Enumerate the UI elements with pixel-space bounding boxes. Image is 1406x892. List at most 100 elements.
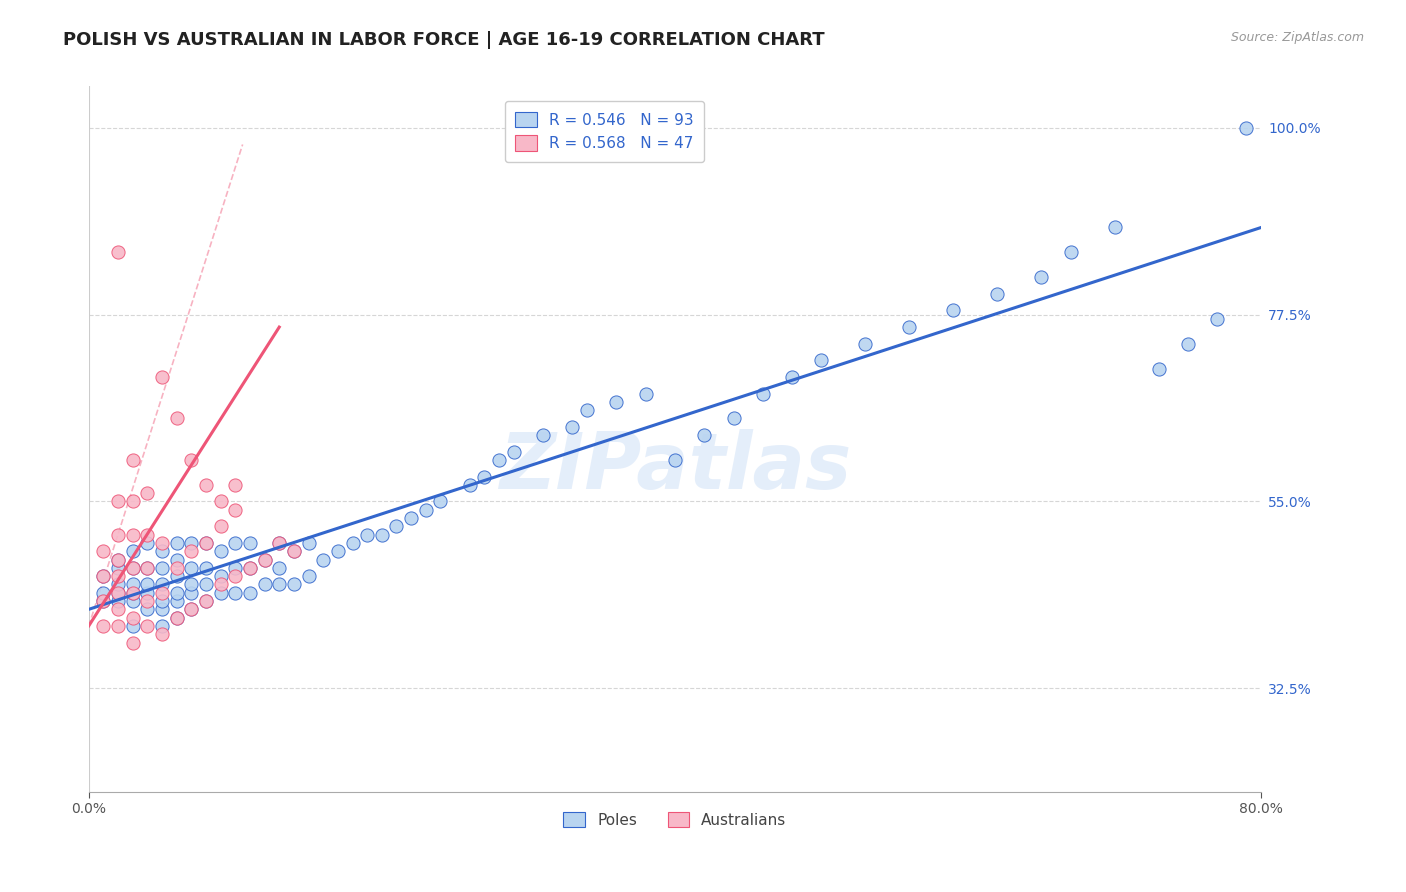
Point — [239, 536, 262, 550]
Point — [180, 453, 202, 467]
Point — [269, 561, 291, 575]
Point — [209, 569, 232, 583]
Point — [385, 519, 408, 533]
Point — [810, 353, 832, 368]
Point — [942, 303, 965, 318]
Point — [474, 469, 496, 483]
Point — [107, 527, 129, 541]
Point — [605, 394, 627, 409]
Point — [239, 561, 262, 575]
Point — [107, 619, 129, 633]
Point — [107, 577, 129, 591]
Point — [136, 527, 159, 541]
Point — [209, 544, 232, 558]
Point — [166, 552, 188, 566]
Point — [1059, 245, 1081, 260]
Point — [150, 370, 173, 384]
Point — [195, 536, 218, 550]
Point — [107, 569, 129, 583]
Point — [1177, 336, 1199, 351]
Point — [166, 569, 188, 583]
Point — [898, 320, 921, 334]
Point — [195, 594, 218, 608]
Point — [531, 428, 554, 442]
Point — [283, 577, 305, 591]
Point — [107, 245, 129, 260]
Point — [121, 561, 143, 575]
Point — [1104, 220, 1126, 235]
Point — [121, 494, 143, 508]
Point — [136, 561, 159, 575]
Point — [150, 536, 173, 550]
Point — [107, 494, 129, 508]
Point — [150, 585, 173, 599]
Point — [342, 536, 364, 550]
Point — [180, 561, 202, 575]
Point — [224, 536, 246, 550]
Point — [150, 561, 173, 575]
Point — [195, 478, 218, 492]
Point — [93, 619, 115, 633]
Point — [986, 286, 1008, 301]
Point — [107, 594, 129, 608]
Point — [297, 569, 319, 583]
Point — [121, 577, 143, 591]
Point — [209, 577, 232, 591]
Point — [166, 411, 188, 425]
Point — [107, 552, 129, 566]
Point — [855, 336, 877, 351]
Point — [1031, 270, 1053, 285]
Point — [136, 561, 159, 575]
Point — [283, 544, 305, 558]
Point — [166, 594, 188, 608]
Point — [93, 585, 115, 599]
Point — [136, 585, 159, 599]
Point — [780, 370, 803, 384]
Point — [429, 494, 451, 508]
Point — [561, 419, 583, 434]
Point — [180, 544, 202, 558]
Point — [121, 594, 143, 608]
Point — [136, 619, 159, 633]
Point — [195, 536, 218, 550]
Point — [93, 544, 115, 558]
Point — [121, 544, 143, 558]
Point — [93, 569, 115, 583]
Point — [107, 585, 129, 599]
Point — [752, 386, 775, 401]
Point — [224, 478, 246, 492]
Point — [209, 585, 232, 599]
Point — [415, 502, 437, 516]
Point — [180, 602, 202, 616]
Point — [180, 602, 202, 616]
Point — [195, 577, 218, 591]
Point — [224, 569, 246, 583]
Point — [1147, 361, 1170, 376]
Point — [107, 552, 129, 566]
Text: Source: ZipAtlas.com: Source: ZipAtlas.com — [1230, 31, 1364, 45]
Point — [253, 552, 276, 566]
Point — [121, 453, 143, 467]
Point — [166, 536, 188, 550]
Point — [107, 585, 129, 599]
Point — [664, 453, 686, 467]
Point — [326, 544, 349, 558]
Point — [180, 577, 202, 591]
Point — [239, 585, 262, 599]
Point — [180, 585, 202, 599]
Point — [253, 552, 276, 566]
Point — [269, 536, 291, 550]
Point — [136, 602, 159, 616]
Point — [107, 602, 129, 616]
Point — [283, 544, 305, 558]
Point — [121, 619, 143, 633]
Point — [150, 602, 173, 616]
Point — [166, 610, 188, 624]
Point — [136, 577, 159, 591]
Point — [371, 527, 394, 541]
Point — [224, 585, 246, 599]
Point — [224, 561, 246, 575]
Point — [166, 610, 188, 624]
Point — [121, 635, 143, 649]
Point — [356, 527, 378, 541]
